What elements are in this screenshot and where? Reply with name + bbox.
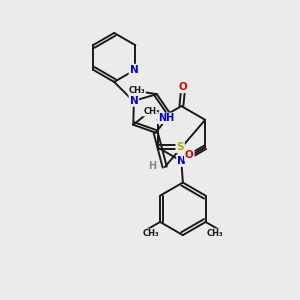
- Text: O: O: [185, 150, 194, 161]
- Text: O: O: [178, 82, 187, 92]
- Text: N: N: [130, 96, 138, 106]
- Text: N: N: [177, 156, 186, 166]
- Text: H: H: [148, 160, 156, 171]
- Text: CH₃: CH₃: [206, 229, 223, 238]
- Text: NH: NH: [158, 113, 174, 123]
- Text: N: N: [130, 65, 138, 75]
- Text: S: S: [176, 142, 184, 152]
- Text: CH₃: CH₃: [143, 107, 160, 116]
- Text: CH₃: CH₃: [128, 86, 145, 95]
- Text: CH₃: CH₃: [143, 229, 160, 238]
